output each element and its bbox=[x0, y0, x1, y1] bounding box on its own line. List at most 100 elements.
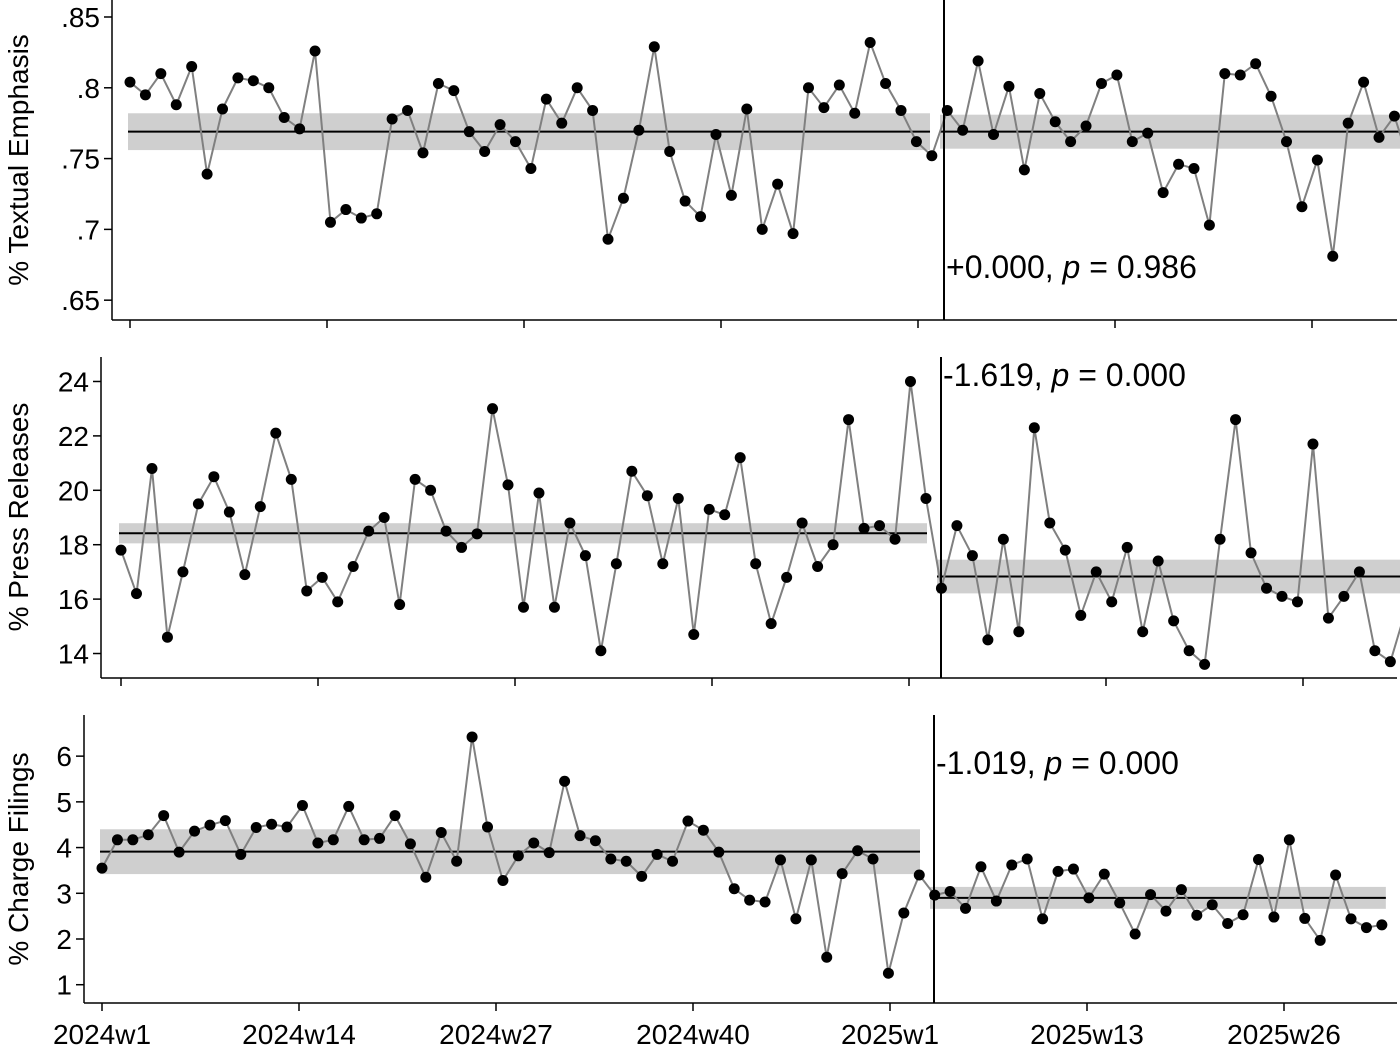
data-point bbox=[479, 146, 491, 158]
annotation-text: -1.619, bbox=[943, 357, 1052, 393]
data-point bbox=[378, 512, 390, 523]
data-point bbox=[587, 104, 599, 116]
data-point bbox=[1049, 116, 1061, 128]
data-point bbox=[533, 487, 545, 499]
data-point bbox=[347, 560, 359, 572]
data-point bbox=[812, 560, 824, 572]
panel-3: 1 2 3 4 5 6 % Charge Filings -1.019, p = 0.000 2… bbox=[3, 715, 1397, 1050]
data-point bbox=[610, 558, 622, 570]
y-axis-title: % Textual Emphasis bbox=[3, 34, 34, 286]
x-tick-label: 2024w40 bbox=[636, 1019, 750, 1050]
data-point bbox=[574, 830, 586, 842]
data-point bbox=[517, 601, 529, 613]
data-point bbox=[1250, 58, 1262, 70]
data-point bbox=[1222, 917, 1234, 929]
annotation-text: = 0.986 bbox=[1080, 249, 1197, 285]
data-point bbox=[972, 55, 984, 67]
data-point bbox=[617, 192, 629, 204]
data-point bbox=[1369, 645, 1381, 657]
data-point bbox=[1152, 555, 1164, 567]
x-tick-label: 2025w13 bbox=[1030, 1019, 1144, 1050]
y-tick-label: 14 bbox=[58, 639, 89, 670]
data-point bbox=[386, 113, 398, 125]
effect-annotation: -1.619, p = 0.000 bbox=[943, 357, 1186, 393]
data-point bbox=[904, 375, 916, 387]
data-point bbox=[682, 815, 694, 827]
data-point bbox=[456, 541, 468, 553]
data-point bbox=[1214, 533, 1226, 545]
x-tick-label: 2025w1 bbox=[841, 1019, 939, 1050]
data-point bbox=[827, 539, 839, 551]
data-point bbox=[1291, 596, 1303, 608]
data-point bbox=[1327, 250, 1339, 262]
data-point bbox=[741, 103, 753, 115]
data-point bbox=[802, 82, 814, 94]
data-point bbox=[1338, 590, 1350, 602]
data-point bbox=[1157, 187, 1169, 199]
data-point bbox=[1314, 934, 1326, 946]
data-point bbox=[155, 68, 167, 80]
y-tick-label: .85 bbox=[61, 2, 100, 33]
data-point bbox=[1265, 90, 1277, 102]
data-point bbox=[510, 136, 521, 148]
data-point bbox=[1373, 131, 1385, 143]
data-point bbox=[1283, 834, 1295, 846]
data-point bbox=[728, 883, 740, 895]
data-point bbox=[1106, 596, 1118, 608]
data-point bbox=[880, 78, 892, 90]
data-point bbox=[371, 208, 383, 220]
data-point bbox=[781, 571, 793, 583]
data-point bbox=[247, 75, 259, 87]
data-point bbox=[648, 41, 660, 53]
data-point bbox=[595, 645, 607, 657]
data-point bbox=[849, 107, 861, 119]
data-point bbox=[332, 596, 344, 608]
data-point bbox=[263, 82, 275, 94]
data-point bbox=[1330, 869, 1342, 881]
data-point bbox=[425, 484, 437, 496]
data-point bbox=[270, 427, 282, 439]
data-point bbox=[990, 895, 1002, 907]
data-point bbox=[528, 837, 540, 849]
data-point bbox=[1095, 78, 1107, 90]
data-point bbox=[667, 855, 679, 867]
data-point bbox=[343, 800, 355, 812]
panel-1: .65 .7 .75 .8 .85 % Textual Emphasis +0.000, p… bbox=[3, 0, 1400, 328]
data-point bbox=[734, 452, 746, 464]
data-point bbox=[679, 195, 691, 207]
effect-annotation: +0.000, p = 0.986 bbox=[946, 249, 1197, 285]
data-point bbox=[497, 874, 509, 886]
data-point bbox=[548, 601, 560, 613]
data-point bbox=[402, 104, 414, 116]
data-point bbox=[805, 854, 817, 866]
data-point bbox=[1067, 863, 1079, 875]
data-point bbox=[1044, 517, 1056, 529]
annotation-text: +0.000, bbox=[946, 249, 1063, 285]
data-point bbox=[620, 855, 632, 867]
data-point bbox=[543, 847, 555, 859]
x-tick-label: 2024w1 bbox=[53, 1019, 151, 1050]
data-point bbox=[142, 829, 154, 841]
data-point bbox=[219, 815, 231, 827]
data-point bbox=[988, 129, 1000, 141]
data-point bbox=[1075, 609, 1087, 621]
data-point bbox=[1268, 911, 1280, 923]
series-line bbox=[120, 381, 1400, 667]
y-axis-title: % Press Releases bbox=[3, 403, 34, 632]
data-point bbox=[772, 178, 784, 190]
y-tick-label: 5 bbox=[56, 787, 72, 818]
data-point bbox=[697, 824, 709, 836]
data-point bbox=[1137, 626, 1149, 638]
y-axis-title: % Charge Filings bbox=[3, 752, 34, 965]
data-point bbox=[858, 522, 870, 534]
data-point bbox=[1253, 853, 1264, 865]
data-point bbox=[664, 146, 676, 158]
data-point bbox=[471, 528, 483, 540]
data-point bbox=[404, 838, 416, 850]
y-tick-label: .65 bbox=[61, 285, 100, 316]
data-point bbox=[1388, 110, 1400, 122]
y-tick-label: 18 bbox=[58, 530, 89, 561]
data-point bbox=[96, 862, 108, 874]
data-point bbox=[1206, 899, 1218, 911]
data-point bbox=[1168, 615, 1180, 627]
